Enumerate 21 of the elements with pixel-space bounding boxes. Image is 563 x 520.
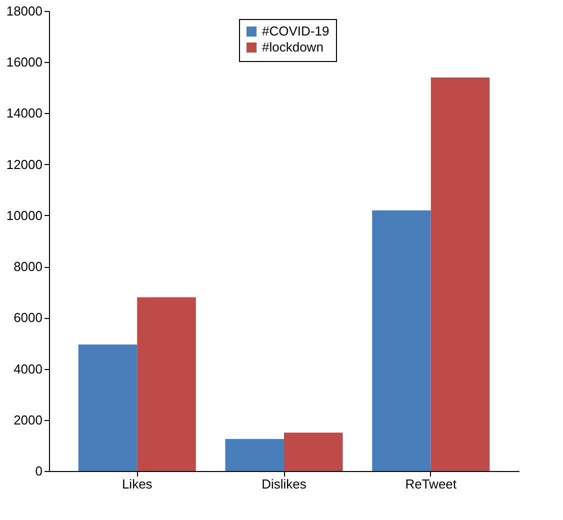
y-tick-label: 14000 (6, 106, 42, 121)
bar (372, 210, 431, 471)
bar (284, 432, 343, 471)
bar (78, 344, 138, 471)
bar (225, 439, 284, 471)
y-tick-label: 0 (35, 464, 42, 478)
x-tick-label: ReTweet (405, 476, 457, 492)
y-tick-label: 6000 (14, 310, 42, 326)
y-tick-label: 12000 (6, 156, 42, 172)
y-tick-label: 16000 (6, 54, 42, 70)
y-tick-label: 2000 (14, 412, 42, 428)
bar (430, 77, 490, 471)
x-tick-label: Dislikes (262, 476, 307, 492)
legend-label: #lockdown (262, 40, 324, 54)
y-tick-label: 10000 (6, 208, 42, 223)
y-tick-label: 18000 (6, 4, 42, 18)
x-tick-label: Likes (122, 476, 153, 492)
legend-label: #COVID-19 (262, 24, 330, 38)
y-tick-label: 4000 (14, 361, 42, 376)
bar (137, 297, 196, 471)
y-tick-label: 8000 (14, 259, 42, 274)
